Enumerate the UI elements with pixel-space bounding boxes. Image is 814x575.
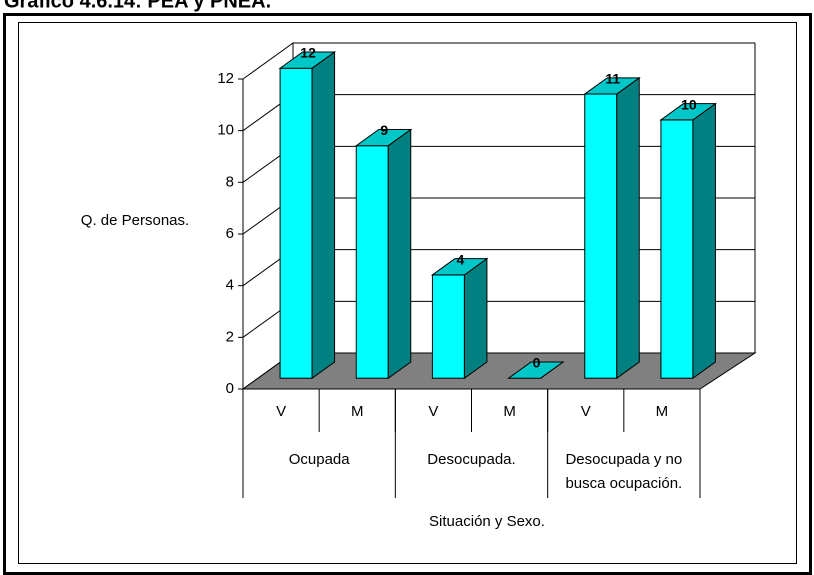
value-label: 4	[457, 251, 465, 267]
y-tick-label: 6	[226, 225, 234, 242]
x-tick-label: V	[276, 403, 286, 420]
group-label: Desocupada.	[427, 451, 515, 468]
y-tick-label: 4	[226, 277, 234, 294]
bar-top	[659, 103, 717, 121]
bar-side	[463, 257, 488, 380]
group-label: Desocupada y no	[565, 451, 682, 468]
y-tick-label: 10	[217, 122, 234, 139]
bar-top	[278, 51, 337, 69]
value-label: 12	[300, 45, 316, 61]
bar-top	[354, 129, 413, 147]
y-tick-label: 12	[217, 70, 234, 87]
group-label: busca ocupación.	[565, 475, 682, 492]
outer-frame	[3, 13, 812, 575]
bar	[355, 145, 389, 379]
x-tick-label: M	[503, 403, 516, 420]
group-label: Ocupada	[289, 451, 351, 468]
x-tick-label: V	[581, 403, 591, 420]
bar-top	[583, 77, 641, 95]
bar	[431, 274, 465, 379]
bar-top	[507, 361, 565, 379]
value-label: 10	[681, 96, 697, 112]
bar-side	[387, 128, 412, 380]
x-tick-label: M	[351, 403, 364, 420]
y-tick-label: 2	[226, 328, 234, 345]
bar-side	[692, 102, 716, 380]
bar	[279, 67, 313, 379]
y-tick-label: 8	[226, 173, 234, 190]
value-label: 11	[605, 71, 620, 87]
chart-title: Gráfico 4.6.14: PEA y PNEA.	[4, 0, 271, 12]
value-label: 9	[380, 122, 388, 138]
y-axis-label: Q. de Personas.	[81, 212, 189, 229]
x-axis-label: Situación y Sexo.	[429, 513, 545, 530]
bar	[584, 93, 618, 379]
value-label: 0	[533, 355, 541, 371]
grid-line	[242, 42, 755, 80]
bar-top	[430, 258, 489, 276]
plot-frame	[18, 22, 797, 564]
y-tick-label: 0	[226, 380, 234, 397]
bar	[660, 119, 694, 379]
x-tick-label: V	[428, 403, 438, 420]
x-tick-label: M	[656, 403, 669, 420]
bar-side	[311, 51, 336, 380]
bar-side	[616, 76, 640, 380]
